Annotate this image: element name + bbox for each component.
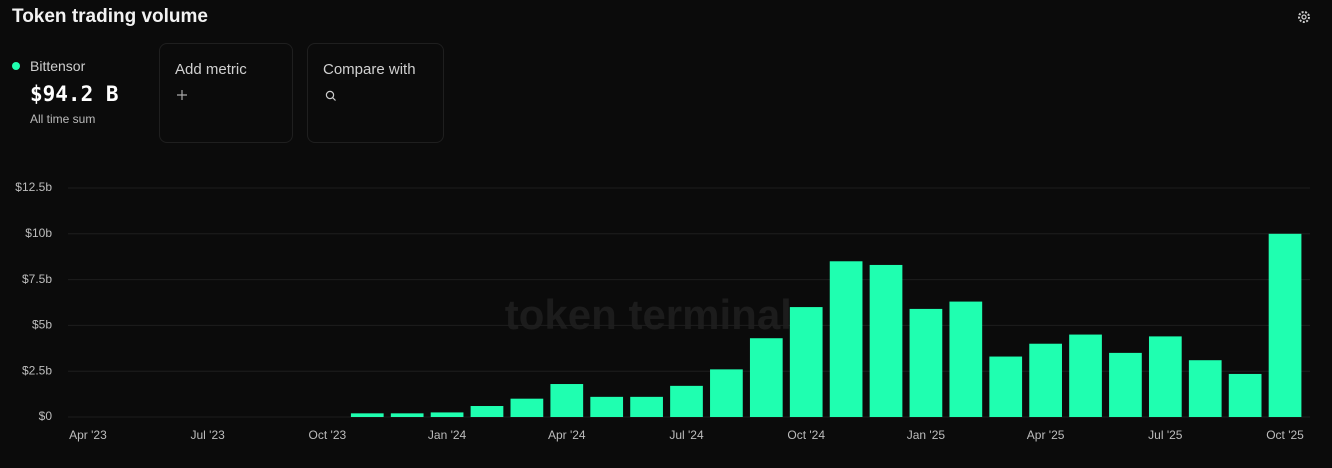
bar	[1228, 373, 1262, 417]
bar	[989, 356, 1023, 417]
bar	[590, 396, 624, 417]
search-icon	[325, 90, 336, 101]
bar	[710, 369, 743, 417]
bar	[1188, 360, 1222, 417]
legend-dot	[12, 62, 20, 70]
bar	[1029, 343, 1062, 417]
x-tick-label: Oct '24	[787, 428, 825, 442]
x-tick-label: Jul '25	[1148, 428, 1183, 442]
bar	[550, 384, 584, 417]
add-metric-label: Add metric	[175, 61, 247, 78]
metric-caption: All time sum	[30, 112, 96, 126]
metric-value: $94.2 B	[30, 82, 119, 106]
bar	[430, 412, 464, 417]
x-tick-label: Jan '24	[428, 428, 467, 442]
x-tick-label: Jan '25	[907, 428, 946, 442]
bar	[670, 385, 703, 417]
x-tick-label: Apr '23	[69, 428, 107, 442]
x-tick-label: Oct '25	[1266, 428, 1304, 442]
bar	[1109, 352, 1142, 417]
add-metric-card[interactable]: Add metric	[159, 43, 293, 143]
bar	[1268, 233, 1302, 417]
y-tick-label: $12.5b	[15, 180, 52, 194]
bar	[749, 338, 783, 417]
metric-name: Bittensor	[30, 58, 86, 74]
y-tick-label: $0	[39, 409, 53, 423]
title: Token trading volume	[12, 6, 209, 27]
bar	[869, 264, 903, 417]
compare-card[interactable]: Compare with	[307, 43, 444, 143]
plus-icon	[177, 90, 187, 100]
x-tick-label: Apr '25	[1027, 428, 1065, 442]
compare-label: Compare with	[323, 61, 416, 78]
bar	[390, 413, 424, 417]
settings-icon[interactable]	[1296, 9, 1312, 25]
x-tick-label: Jul '23	[191, 428, 226, 442]
bar	[1148, 336, 1182, 417]
watermark: token terminal_	[505, 291, 816, 338]
y-tick-label: $10b	[25, 226, 52, 240]
x-tick-label: Jul '24	[669, 428, 704, 442]
bar	[949, 301, 983, 417]
bar	[350, 413, 384, 417]
y-tick-label: $2.5b	[22, 363, 52, 377]
bar	[510, 398, 544, 417]
bar	[789, 307, 823, 417]
y-tick-label: $5b	[32, 318, 52, 332]
x-tick-label: Apr '24	[548, 428, 586, 442]
bar	[1069, 334, 1102, 417]
bar	[909, 308, 943, 417]
y-tick-label: $7.5b	[22, 272, 52, 286]
bar	[470, 406, 504, 417]
bar	[829, 261, 863, 417]
bar	[630, 396, 663, 417]
x-tick-label: Oct '23	[309, 428, 347, 442]
